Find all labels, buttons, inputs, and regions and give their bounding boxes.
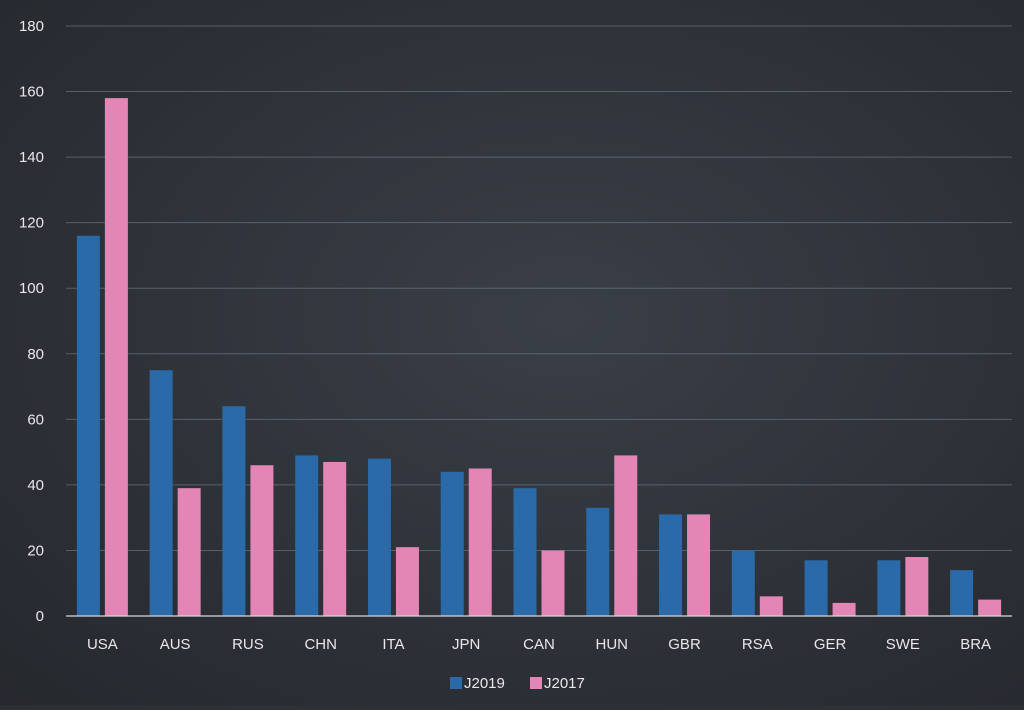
- bars: [76, 98, 1002, 617]
- legend: J2019 J2017: [450, 675, 585, 692]
- bar-j2017-swe: [905, 557, 929, 616]
- x-axis-tick-labels: USA AUS RUS CHN ITA JPN CAN HUN GBR RSA GER SWE BRA: [87, 636, 991, 653]
- bar-j2017-usa: [104, 98, 128, 617]
- x-tick-label-bra: BRA: [960, 636, 991, 653]
- bar-j2019-swe: [877, 560, 901, 616]
- bar-j2019-bra: [950, 570, 974, 616]
- x-tick-label-hun: HUN: [596, 636, 629, 653]
- x-tick-label-rus: RUS: [232, 636, 264, 653]
- bar-j2019-aus: [149, 370, 173, 616]
- bar-j2017-jpn: [468, 468, 492, 616]
- y-tick-label: 0: [36, 608, 44, 625]
- x-tick-label-swe: SWE: [886, 636, 920, 653]
- y-tick-label: 160: [19, 84, 44, 101]
- bar-j2017-chn: [323, 461, 347, 616]
- bar-j2017-aus: [177, 488, 201, 616]
- bar-j2019-rsa: [731, 550, 755, 616]
- y-tick-label: 140: [19, 149, 44, 166]
- bar-j2019-usa: [76, 235, 100, 616]
- x-tick-label-aus: AUS: [160, 636, 191, 653]
- x-tick-label-ita: ITA: [382, 636, 404, 653]
- bar-j2019-ita: [367, 458, 391, 616]
- legend-label-j2019: J2019: [464, 675, 505, 692]
- bar-j2019-chn: [295, 455, 319, 616]
- bar-j2017-hun: [614, 455, 638, 616]
- bar-j2019-rus: [222, 406, 246, 616]
- y-axis-tick-labels: 0 20 40 60 80 100 120 140 160 180: [19, 18, 44, 625]
- x-tick-label-chn: CHN: [304, 636, 337, 653]
- x-tick-label-rsa: RSA: [742, 636, 773, 653]
- legend-swatch-j2019: [450, 677, 462, 689]
- y-tick-label: 80: [27, 346, 44, 363]
- legend-swatch-j2017: [530, 677, 542, 689]
- bar-j2017-bra: [978, 599, 1002, 616]
- x-tick-label-jpn: JPN: [452, 636, 480, 653]
- bar-j2017-can: [541, 550, 565, 616]
- y-tick-label: 120: [19, 215, 44, 232]
- y-tick-label: 100: [19, 280, 44, 297]
- x-tick-label-usa: USA: [87, 636, 118, 653]
- bar-j2017-ger: [832, 602, 856, 616]
- bar-j2017-rsa: [759, 596, 783, 616]
- bar-j2019-ger: [804, 560, 828, 616]
- y-tick-label: 20: [27, 542, 44, 559]
- x-tick-label-ger: GER: [814, 636, 847, 653]
- bar-j2017-ita: [395, 547, 419, 616]
- bar-j2019-gbr: [659, 514, 683, 616]
- bar-j2019-jpn: [440, 471, 464, 616]
- y-tick-label: 40: [27, 477, 44, 494]
- x-tick-label-gbr: GBR: [668, 636, 701, 653]
- y-tick-label: 60: [27, 411, 44, 428]
- bar-j2019-can: [513, 488, 537, 616]
- bar-j2017-gbr: [687, 514, 711, 616]
- gridlines: [66, 25, 1012, 551]
- y-tick-label: 180: [19, 18, 44, 35]
- bar-j2017-rus: [250, 465, 274, 616]
- legend-label-j2017: J2017: [544, 675, 585, 692]
- x-tick-label-can: CAN: [523, 636, 555, 653]
- bar-j2019-hun: [586, 507, 610, 616]
